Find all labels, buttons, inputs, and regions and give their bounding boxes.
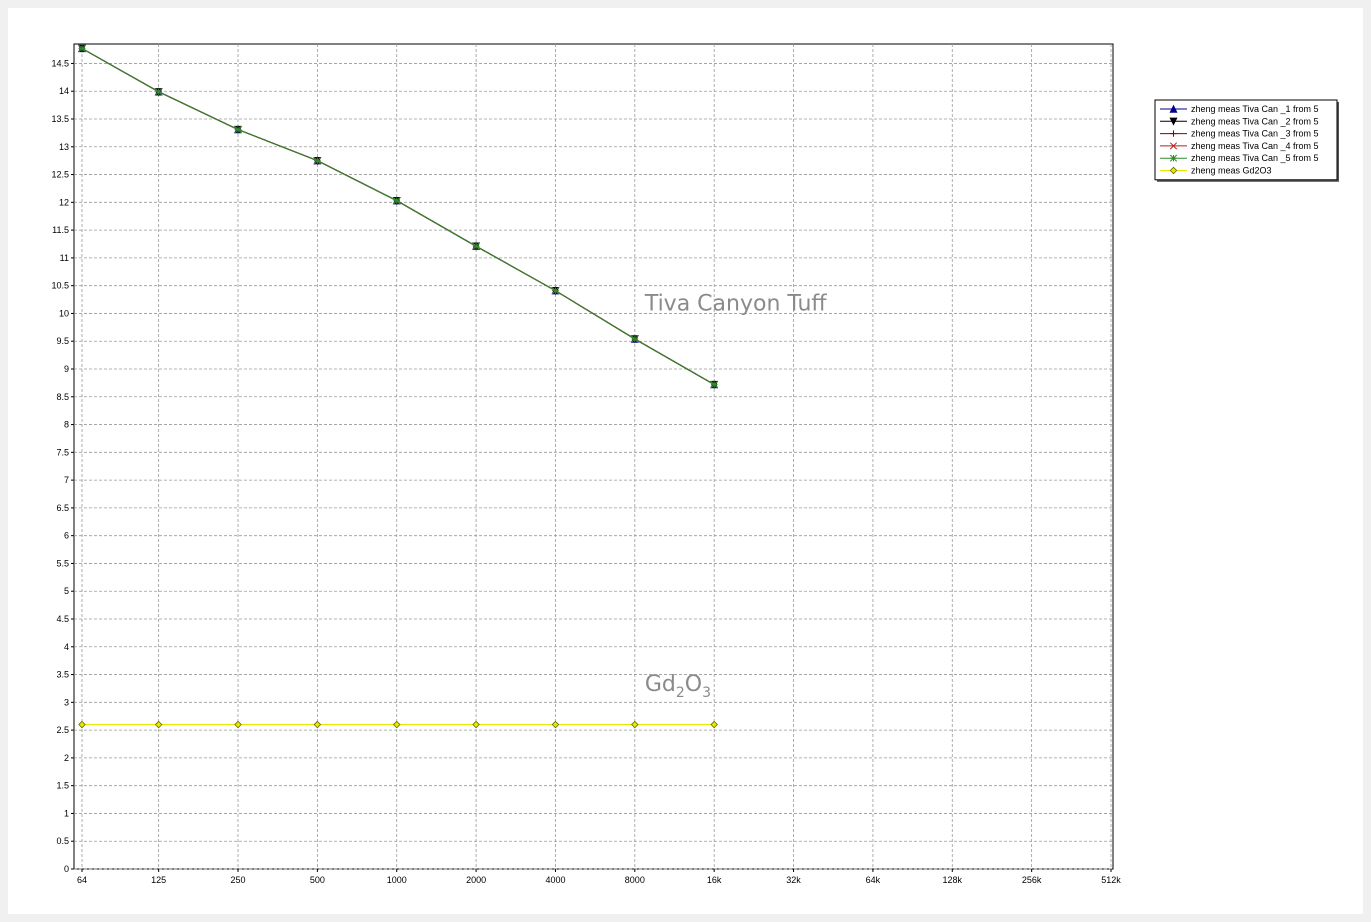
x-tick-label: 512k xyxy=(1101,875,1121,885)
marker-diamond xyxy=(551,720,560,729)
subscript: 2 xyxy=(676,685,685,701)
legend-entry: zheng meas Tiva Can _5 from 5 xyxy=(1160,153,1319,163)
marker-diamond xyxy=(1169,166,1178,175)
legend: zheng meas Tiva Can _1 from 5 zheng meas … xyxy=(1154,99,1339,182)
legend-box xyxy=(1154,99,1338,181)
legend-entry: zheng meas Tiva Can _1 from 5 xyxy=(1160,104,1319,114)
marker-plus xyxy=(1170,130,1177,137)
marker-diamond xyxy=(234,720,242,729)
marker-asterisk xyxy=(155,88,163,96)
x-tick-label: 250 xyxy=(230,875,245,885)
marker-triangle-down xyxy=(1169,117,1178,126)
y-tick-label: 8 xyxy=(64,420,69,430)
y-tick-label: 5.5 xyxy=(56,558,69,568)
marker-asterisk xyxy=(631,335,639,343)
y-tick-label: 10.5 xyxy=(51,281,69,291)
x-tick-label: 16k xyxy=(707,875,722,885)
y-tick-label: 10 xyxy=(59,308,69,318)
marker-diamond xyxy=(710,720,718,729)
y-tick-label: 2.5 xyxy=(56,725,69,735)
y-tick-label: 1 xyxy=(64,808,69,818)
y-tick-label: 13.5 xyxy=(51,114,69,124)
x-tick-label: 64k xyxy=(866,875,881,885)
marker-diamond xyxy=(631,720,639,729)
marker-diamond xyxy=(392,720,401,729)
y-tick-label: 9.5 xyxy=(56,336,69,346)
x-tick-label: 128k xyxy=(943,875,963,885)
legend-label: zheng meas Tiva Can _4 from 5 xyxy=(1191,141,1319,151)
series-6 xyxy=(78,720,718,729)
y-tick-label: 7 xyxy=(64,475,69,485)
x-tick-label: 256k xyxy=(1022,875,1042,885)
y-tick-label: 3.5 xyxy=(56,670,69,680)
annotation-gd2o3: Gd2O3 xyxy=(645,672,711,701)
x-tick-label: 4000 xyxy=(545,875,565,885)
y-axis: 00.511.522.533.544.555.566.577.588.599.5… xyxy=(51,58,74,874)
x-tick-label: 64 xyxy=(77,875,87,885)
marker-diamond xyxy=(78,720,86,729)
annotation-part: O xyxy=(685,672,702,697)
grid-lines xyxy=(74,44,1113,870)
x-tick-label: 8000 xyxy=(625,875,645,885)
chart-panel: 0 0.5 1 1.5 2 2.5 3 3.5 4 4.5 5 5.5 6 6.5 7 7.5 8 8.5 9 9.5… xyxy=(8,8,1363,914)
marker-asterisk xyxy=(78,44,86,52)
x-tick-label: 2000 xyxy=(466,875,486,885)
subscript: 3 xyxy=(702,685,711,701)
x-tick-label: 32k xyxy=(786,875,801,885)
y-tick-label: 1.5 xyxy=(56,781,69,791)
legend-label: zheng meas Gd2O3 xyxy=(1191,166,1272,176)
line-chart: 00.511.522.533.544.555.566.577.588.599.5… xyxy=(51,43,1339,885)
marker-asterisk xyxy=(551,287,560,295)
marker-asterisk xyxy=(710,381,718,389)
plot-area xyxy=(73,43,1114,870)
y-tick-label: 4.5 xyxy=(56,614,69,624)
marker-asterisk xyxy=(472,242,480,250)
legend-label: zheng meas Tiva Can _3 from 5 xyxy=(1191,129,1319,139)
marker-diamond xyxy=(154,720,163,729)
legend-entry: zheng meas Tiva Can _3 from 5 xyxy=(1160,129,1319,139)
y-tick-label: 2 xyxy=(64,753,69,763)
y-tick-label: 3 xyxy=(64,697,69,707)
legend-entry: zheng meas Tiva Can _4 from 5 xyxy=(1160,141,1319,151)
marker-asterisk xyxy=(234,126,242,134)
y-tick-label: 12 xyxy=(59,197,69,207)
y-tick-label: 5 xyxy=(64,586,69,596)
x-tick-label: 500 xyxy=(310,875,325,885)
y-tick-label: 0 xyxy=(64,864,69,874)
annotation-tiva-canyon-tuff: Tiva Canyon Tuff xyxy=(644,292,828,317)
y-tick-label: 13 xyxy=(59,142,69,152)
y-tick-label: 11 xyxy=(60,253,69,263)
marker-asterisk xyxy=(393,197,401,205)
legend-entry: zheng meas Tiva Can _2 from 5 xyxy=(1160,116,1319,126)
y-tick-label: 7.5 xyxy=(56,447,69,457)
y-tick-label: 9 xyxy=(64,364,69,374)
y-tick-label: 0.5 xyxy=(56,836,69,846)
y-tick-label: 8.5 xyxy=(56,392,69,402)
y-tick-label: 11.5 xyxy=(52,225,69,235)
x-tick-label: 1000 xyxy=(387,875,407,885)
series-5 xyxy=(78,44,718,389)
y-tick-label: 12.5 xyxy=(51,170,69,180)
legend-label: zheng meas Tiva Can _2 from 5 xyxy=(1191,116,1319,126)
x-axis: 64 125 250 500 1000 2000 4000 8000 16k 32k 64k 128k… xyxy=(77,869,1121,885)
x-tick-label: 125 xyxy=(151,875,166,885)
legend-label: zheng meas Tiva Can _5 from 5 xyxy=(1191,153,1319,163)
y-tick-label: 14 xyxy=(59,86,69,96)
marker-triangle-up xyxy=(1169,104,1178,113)
y-tick-label: 6 xyxy=(64,531,69,541)
marker-x xyxy=(1169,142,1178,150)
marker-asterisk xyxy=(1169,154,1178,162)
marker-diamond xyxy=(313,720,322,729)
marker-diamond xyxy=(472,720,480,729)
y-tick-label: 4 xyxy=(64,642,69,652)
legend-label: zheng meas Tiva Can _1 from 5 xyxy=(1191,104,1319,114)
y-tick-label: 6.5 xyxy=(56,503,69,513)
y-tick-label: 14.5 xyxy=(51,58,69,68)
marker-asterisk xyxy=(313,157,321,165)
annotation-part: Gd xyxy=(645,672,676,697)
legend-entry: zheng meas Gd2O3 xyxy=(1160,166,1272,176)
